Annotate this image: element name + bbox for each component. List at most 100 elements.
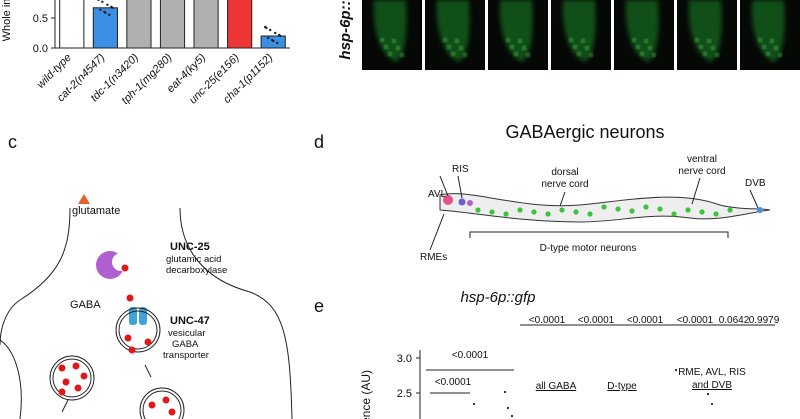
label: glutamic acid [166,254,221,265]
gfp-spot [400,53,404,57]
y-tick-label: 2.5 [397,388,412,400]
gfp-spot [762,45,766,49]
neuron [727,207,733,213]
gfp-spot [715,53,719,57]
panel-title: GABAergic neurons [505,122,664,142]
y-axis-label: Whole in [1,0,13,41]
neuron [629,208,635,214]
label: RMEs [420,252,447,263]
neuron [615,206,621,212]
label: transporter [163,350,209,361]
group-label: RME, AVL, RIS [678,367,746,378]
gfp-spot [455,39,459,43]
label: vesicular [168,328,206,339]
neuron [601,204,607,210]
label: nerve cord [541,179,588,190]
neuron [475,207,481,213]
label: glutamate [72,205,120,217]
gfp-spot [577,52,581,56]
neurons [475,204,733,217]
gfp-spot [652,53,656,57]
gfp-spot [703,52,707,56]
dot [279,34,282,38]
bar [92,7,118,49]
gfp-spot [510,45,514,49]
dot [269,28,272,32]
dot-plot: 3.0 2.5 [397,350,714,419]
panel-letter: c [8,132,17,152]
bar [227,0,253,49]
dot [108,13,111,16]
micrographs [362,0,800,70]
neuron [503,211,509,217]
p-value: <0.0001 [627,315,664,326]
gfp-spot [774,46,778,50]
neuron [699,209,705,215]
p-value: 0.0642 [719,315,750,326]
dot [506,406,510,410]
bar [159,0,186,49]
neuron [489,209,495,215]
dot [510,414,514,418]
y-tick-label: 0.0 [33,43,48,55]
dot [97,0,100,1]
gfp-spot [766,52,770,56]
gfp-spot [758,38,762,42]
neuron [643,204,649,210]
gfp-spot [447,45,451,49]
label: decarboxylase [166,265,227,276]
dot [503,390,507,394]
gfp-spot [451,52,455,56]
label: GABA [70,299,101,311]
dot [274,31,277,35]
dot [106,3,109,6]
label: D-type motor neurons [540,243,637,254]
gfp-spot [707,39,711,43]
dot [265,26,268,30]
neuron [531,209,537,215]
gfp-spot [514,52,518,56]
chart-title: hsp-6p::gfp [460,289,535,306]
bar [59,0,85,49]
neuron [559,207,565,213]
gfp-spot [573,45,577,49]
gfp-spot [648,46,652,50]
p-value: <0.0001 [677,315,714,326]
gfp-spot [695,38,699,42]
bar [126,0,152,49]
group-label: all GABA [536,381,577,392]
label: nerve cord [678,166,725,177]
dot [111,6,114,9]
neuron [657,206,663,212]
gfp-spot [384,45,388,49]
dot [99,8,102,11]
gfp-spot [632,38,636,42]
neuron [713,211,719,217]
y-tick-label: 3.0 [397,353,412,365]
neuron [573,209,579,215]
gfp-spot [640,52,644,56]
gfp-spot [589,53,593,57]
dot [101,0,104,3]
dot [710,402,714,406]
gfp-spot [644,39,648,43]
label: dorsal [551,167,578,178]
gfp-spot [522,46,526,50]
dot [472,402,476,406]
bar [193,0,219,49]
gfp-spot [396,46,400,50]
p-value: 0.9979 [749,315,780,326]
dot [104,11,107,14]
group-label: and DVB [692,380,732,391]
label: DVB [745,178,766,189]
neuron [587,211,593,217]
gfp-spot [711,46,715,50]
label: ventral [687,154,717,165]
label: UNC-25 [170,241,210,253]
row-label: hsp-6p:: [337,0,354,59]
label: RIS [452,164,469,175]
y-tick-label: 0.5 [33,13,48,25]
neuron [545,211,551,217]
bar-chart: 0.00.5wild-typecat-2(n4547)tdc-1(n3420)t… [33,0,290,107]
